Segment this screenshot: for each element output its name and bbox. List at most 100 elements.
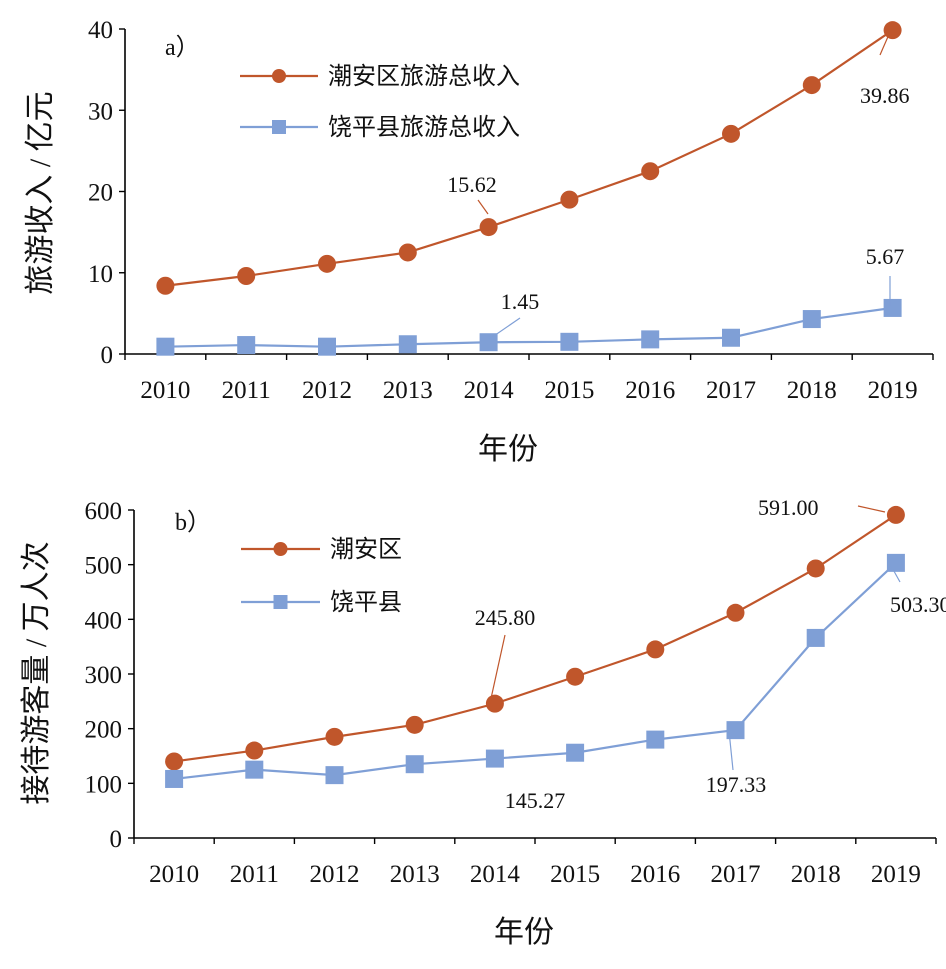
y-axis-title: 旅游收入 / 亿元	[24, 91, 57, 294]
data-point-square	[156, 337, 175, 356]
data-point-square	[566, 743, 585, 762]
y-tick-label: 500	[85, 553, 123, 580]
legend-label-0: 潮安区旅游总收入	[328, 63, 520, 90]
legend-label-1: 饶平县	[330, 589, 402, 616]
y-tick-label: 10	[88, 261, 113, 288]
panel-label: a）	[165, 35, 200, 61]
data-point-circle	[479, 218, 498, 237]
data-point-circle	[886, 505, 905, 524]
y-tick-label: 100	[85, 771, 123, 798]
x-axis-title: 年份	[494, 916, 554, 949]
data-point-square	[726, 721, 745, 740]
series-line-1	[173, 562, 897, 781]
y-tick-label: 200	[85, 717, 123, 744]
x-tick-label: 2013	[390, 861, 440, 888]
chart-panel-b: 0 100 200 300 400 500 600 2010 2011 2012 2013 2014 2…	[20, 495, 946, 949]
y-tick-label: 300	[85, 662, 123, 689]
legend-label-0: 潮安区	[330, 536, 402, 563]
data-point-circle	[722, 124, 740, 143]
data-point-square	[479, 333, 498, 352]
data-point-circle	[485, 694, 504, 713]
series-line-0	[173, 514, 897, 763]
annotation-leader	[487, 317, 521, 341]
series-line-1	[165, 306, 893, 348]
chart-panel-a: 0 10 20 30 40 2010 2011 2012 2013 2014 2015 2016 201…	[24, 17, 934, 466]
data-label: 503.30	[890, 592, 946, 617]
data-point-circle	[726, 603, 745, 622]
y-tick-label: 20	[88, 180, 113, 207]
data-label: 197.33	[706, 772, 767, 797]
x-tick-label: 2018	[787, 377, 837, 404]
legend-marker-circle	[272, 69, 286, 83]
data-point-circle	[398, 243, 417, 262]
panel-label: b）	[175, 510, 211, 536]
data-point-square	[802, 310, 821, 329]
y-axis-title: 接待游客量 / 万人次	[20, 541, 53, 804]
data-point-square	[722, 328, 740, 347]
data-point-square	[560, 332, 579, 351]
annotation-leader	[857, 505, 886, 513]
data-label: 1.45	[501, 289, 540, 314]
y-tick-label: 600	[85, 498, 123, 525]
x-tick-label: 2012	[310, 861, 360, 888]
data-label: 39.86	[860, 83, 910, 108]
data-point-circle	[318, 254, 336, 273]
data-point-square	[883, 298, 902, 317]
data-point-circle	[646, 640, 665, 659]
x-tick-label: 2017	[706, 377, 756, 404]
x-tick-label: 2010	[149, 861, 199, 888]
data-point-circle	[405, 715, 424, 734]
data-label: 15.62	[447, 172, 497, 197]
y-tick-label: 0	[101, 342, 114, 369]
x-tick-label: 2015	[550, 861, 600, 888]
data-point-circle	[566, 667, 585, 686]
x-axis-title: 年份	[478, 433, 538, 466]
data-point-square	[405, 755, 424, 774]
data-point-square	[318, 337, 336, 356]
x-tick-label: 2016	[625, 377, 675, 404]
data-point-square	[485, 749, 504, 768]
annotation-leader	[889, 563, 901, 583]
x-tick-label: 2014	[470, 861, 521, 888]
data-point-circle	[245, 741, 264, 760]
annotation-leader	[879, 31, 891, 56]
data-label: 145.27	[505, 788, 566, 813]
data-point-square	[641, 330, 660, 349]
data-point-circle	[883, 21, 902, 40]
legend-label-1: 饶平县旅游总收入	[328, 114, 520, 141]
data-label: 5.67	[866, 244, 905, 269]
data-point-square	[325, 766, 344, 785]
x-tick-label: 2013	[383, 377, 433, 404]
data-point-square	[398, 335, 417, 354]
data-point-square	[165, 769, 184, 788]
legend-marker-circle	[273, 542, 288, 556]
annotation-leader	[489, 634, 506, 704]
data-point-square	[886, 553, 905, 572]
data-point-circle	[165, 752, 184, 771]
x-tick-label: 2014	[464, 377, 515, 404]
legend-marker-square	[273, 595, 288, 609]
y-tick-label: 0	[110, 826, 123, 853]
data-point-circle	[802, 76, 821, 95]
data-point-circle	[325, 727, 344, 746]
y-tick-label: 30	[88, 98, 113, 125]
data-label: 245.80	[475, 605, 536, 630]
y-tick-label: 400	[85, 607, 123, 634]
data-point-circle	[156, 276, 175, 295]
annotation-leader	[728, 730, 734, 771]
x-tick-label: 2010	[140, 377, 190, 404]
data-point-square	[245, 760, 264, 779]
data-point-circle	[560, 190, 579, 209]
data-point-circle	[237, 267, 256, 285]
data-point-square	[237, 336, 256, 355]
data-point-circle	[806, 559, 825, 578]
data-point-circle	[641, 162, 660, 181]
x-tick-label: 2017	[711, 861, 761, 888]
x-tick-label: 2011	[222, 377, 271, 404]
legend-marker-square	[272, 120, 286, 134]
y-tick-label: 40	[88, 17, 113, 44]
series-line-0	[165, 29, 894, 287]
x-tick-label: 2011	[230, 861, 279, 888]
